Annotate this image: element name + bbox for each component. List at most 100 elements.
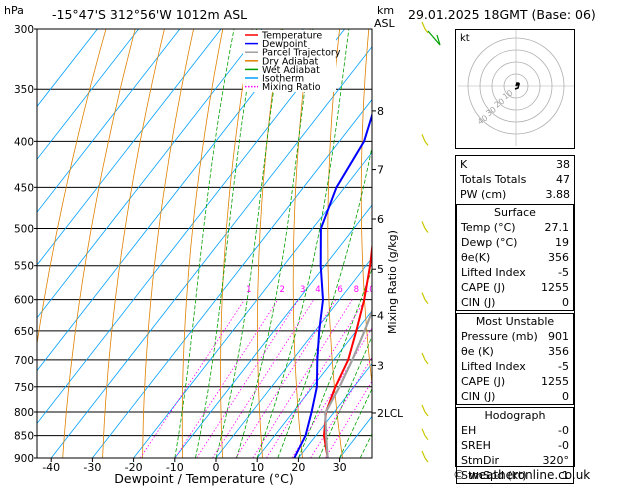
most-unstable-row: CAPE (J) 1255 [457,374,573,389]
mixing-ratio-label: 25 [420,285,431,295]
temperature-tick-label: -10 [166,461,184,474]
index-row: PW (cm) 3.88 [456,187,574,202]
mixing-ratio-label: 2 [279,285,284,295]
km-unit-label: km [377,4,394,17]
pressure-tick-label: 850 [14,431,34,443]
surface-row: Temp (°C) 27.1 [457,220,573,235]
index-row: Totals Totals 47 [456,172,574,187]
surface-label: θe(K) [461,251,491,264]
copyright-footer: © weatheronline.co.uk [453,468,591,482]
pressure-tick-label: 750 [14,382,34,394]
wet-adiabat-line [277,145,372,458]
dry-adiabat-line [37,29,107,347]
surface-row: CIN (J) 0 [457,295,573,310]
legend-label: Wet Adiabat [262,65,320,76]
surface-row: CAPE (J) 1255 [457,280,573,295]
wind-barb-icon [421,404,429,417]
most-unstable-row: CIN (J) 0 [457,389,573,404]
wind-barb-icon [421,292,429,305]
pressure-tick-label: 900 [14,453,34,465]
most-unstable-label: CAPE (J) [461,375,506,388]
most-unstable-label: Lifted Index [461,360,526,373]
index-label: PW (cm) [460,188,507,201]
surface-label: CIN (J) [461,296,496,309]
pressure-unit-label: hPa [4,4,24,17]
wet-adiabat-line [174,29,235,458]
hodograph-table-label: StmSpd (kt) [461,469,527,482]
most-unstable-title: Most Unstable [475,315,555,328]
km-tick-label: 5 [377,263,384,276]
mixing-ratio-label: 10 [364,285,375,295]
pressure-tick-label: 600 [14,295,34,307]
surface-value: 27.1 [544,221,570,234]
surface-row: Lifted Index -5 [457,265,573,280]
wind-barb-icon [421,221,429,233]
mixing-ratio-line [252,299,353,458]
temperature-tick-label: 20 [291,461,305,474]
most-unstable-value: 0 [562,390,569,403]
km-tick-label: 7 [377,164,384,177]
temperature-tick-label: -40 [42,461,60,474]
indices-panel: K 38 Totals Totals 47 PW (cm) 3.88 Surface Te… [455,155,575,484]
dry-adiabat-line [257,29,282,458]
dry-adiabat-line [573,29,629,458]
surface-value: 356 [548,251,569,264]
hodograph-ring-label: 10 [501,88,515,101]
hodograph-table-label: EH [461,424,477,437]
hodograph-table-row: SREH -0 [457,438,573,453]
legend-box [243,30,336,92]
km-tick-label: 3 [377,359,384,372]
most-unstable-label: CIN (J) [461,390,496,403]
wet-adiabat-line [318,335,372,458]
mixing-ratio-label: 1 [246,285,251,295]
wind-barb-icon [427,30,441,46]
most-unstable-row: Lifted Index -5 [457,359,573,374]
surface-row: θe(K) 356 [457,250,573,265]
hodograph-table-label: SREH [461,439,491,452]
legend-label: Temperature [261,31,322,42]
temperature-tick-label: 10 [250,461,264,474]
dry-adiabat-line [181,29,224,458]
temperature-tick-label: 0 [213,461,220,474]
most-unstable-value: 1255 [541,375,569,388]
index-value: 47 [556,173,570,186]
hodograph-panel: 10 20 30 40 kt [455,29,575,149]
wind-barb-icon [421,21,429,34]
most-unstable-row: θe (K) 356 [457,344,573,359]
index-label: Totals Totals [460,173,527,186]
isotherm-line [37,29,263,319]
legend-label: Parcel Trajectory [262,48,341,59]
dry-adiabat-line [102,29,165,458]
hodograph-table-value: -0 [558,439,569,452]
wet-adiabat-line [215,29,284,458]
wet-adiabat-line [256,29,350,458]
most-unstable-label: Pressure (mb) [461,330,538,343]
dry-adiabat-line [602,29,629,458]
storm-motion-marker [516,82,520,86]
hodograph-table-title: Hodograph [484,409,546,422]
temperature-tick-label: -30 [83,461,101,474]
surface-label: Dewp (°C) [461,236,518,249]
mixing-ratio-label: 20 [406,285,417,295]
mixing-ratio-label: 4 [315,285,320,295]
isotherm-line [256,310,372,458]
pressure-tick-label: 800 [14,407,34,419]
wet-adiabat-line [195,29,258,458]
pressure-tick-label: 700 [14,355,34,367]
mixing-ratio-label: 3 [300,285,305,295]
location-title: -15°47'S 312°56'W 1012m ASL [52,7,248,22]
surface-value: -5 [558,266,569,279]
surface-row: Dewp (°C) 19 [457,235,573,250]
dry-adiabat-line [327,29,343,458]
km-tick-label: 4 [377,310,384,323]
surface-label: Lifted Index [461,266,526,279]
most-unstable-value: 901 [548,330,569,343]
pressure-tick-label: 400 [14,136,34,148]
most-unstable-row: Pressure (mb) 901 [457,329,573,344]
dry-adiabat-line [62,29,136,458]
temperature-tick-label: 30 [333,461,347,474]
most-unstable-box: Most Unstable Pressure (mb) 901 θe (K) 356 L… [456,313,574,405]
hodograph-table-value: 1 [562,469,569,482]
surface-value: 0 [562,296,569,309]
